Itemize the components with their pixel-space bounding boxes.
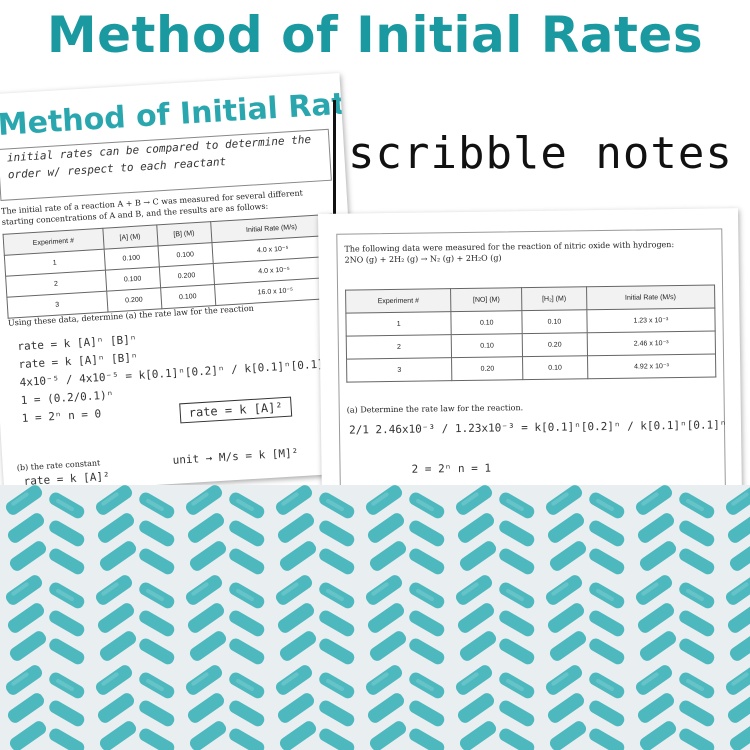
divider (333, 100, 336, 218)
data-table: Experiment # [A] (M) [B] (M) Initial Rat… (3, 214, 338, 319)
data-table: Experiment # [NO] (M) [H₂] (M) Initial R… (345, 284, 716, 383)
table-cell: 0.20 (522, 332, 588, 357)
herringbone-pattern (0, 485, 750, 750)
table-cell: 1 (345, 311, 452, 337)
table-header: [NO] (M) (450, 287, 523, 312)
worksheet-page-2: The following data were measured for the… (318, 208, 743, 504)
table-cell: 0.10 (522, 355, 588, 380)
table-row: 3 0.20 0.10 4.92 x 10⁻³ (346, 353, 716, 383)
worksheet-page-1: Method of Initial Rates initial rates ca… (0, 73, 364, 495)
table-header: Experiment # (345, 288, 452, 314)
table-cell: 0.10 (451, 310, 523, 335)
table-cell: 4.92 x 10⁻³ (587, 353, 716, 379)
page-title: Method of Initial Rates (46, 6, 704, 64)
table-cell: 2.46 x 10⁻³ (586, 330, 716, 356)
table-cell: 0.200 (106, 287, 162, 313)
table-cell: 0.100 (160, 284, 216, 309)
table-cell: 2 (346, 334, 452, 360)
table-header: [H₂] (M) (521, 286, 587, 311)
table-cell: 0.20 (451, 356, 524, 381)
table-cell: 3 (346, 357, 453, 383)
table-cell: 0.10 (451, 333, 523, 358)
unit-work: unit → M/s = k [M]² (172, 446, 299, 467)
table-cell: 0.10 (522, 309, 587, 334)
table-cell: 1.23 x 10⁻³ (586, 307, 716, 333)
table-header: Initial Rate (M/s) (586, 284, 715, 310)
subtitle: scribble notes (348, 128, 733, 179)
work-line: 2 = 2ⁿ n = 1 (411, 461, 492, 476)
